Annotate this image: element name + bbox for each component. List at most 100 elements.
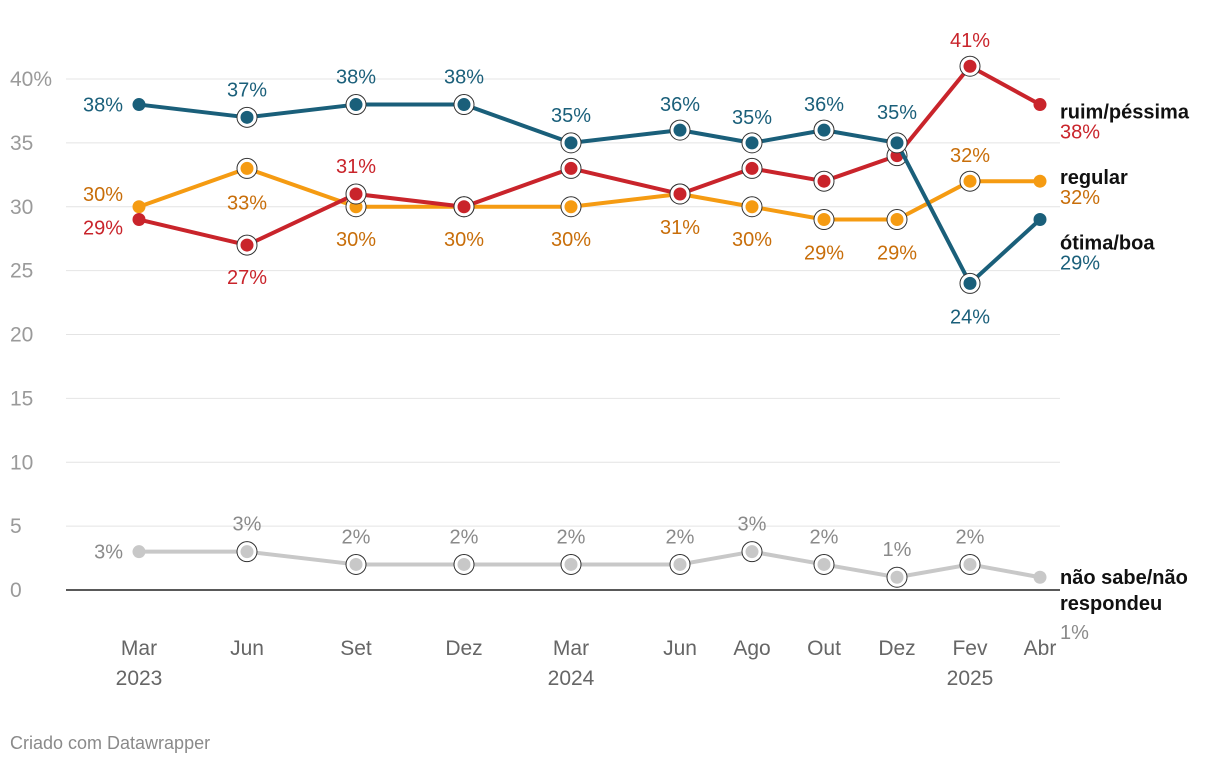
data-point-ruim-pessima xyxy=(457,200,471,214)
data-point-otima-boa xyxy=(240,110,254,124)
data-point-ruim-pessima xyxy=(564,161,578,175)
value-label-otima-boa: 24% xyxy=(950,306,990,328)
value-label-nao-sabe-nao-respondeu: 3% xyxy=(94,542,123,564)
data-point-nao-sabe-nao-respondeu xyxy=(457,557,471,571)
data-point-ruim-pessima xyxy=(240,238,254,252)
value-label-otima-boa: 38% xyxy=(83,95,123,117)
data-point-ruim-pessima xyxy=(349,187,363,201)
value-label-otima-boa: 29% xyxy=(1060,253,1100,275)
data-point-otima-boa xyxy=(132,98,146,112)
x-year-label: 2025 xyxy=(947,667,994,690)
x-tick-label: Jun xyxy=(663,637,697,660)
data-point-nao-sabe-nao-respondeu xyxy=(1033,570,1047,584)
series-name-ruim-pessima: ruim/péssima xyxy=(1060,102,1190,124)
value-label-nao-sabe-nao-respondeu: 3% xyxy=(738,514,767,536)
data-point-regular xyxy=(564,200,578,214)
data-point-regular xyxy=(817,213,831,227)
data-point-otima-boa xyxy=(963,276,977,290)
value-label-ruim-pessima: 29% xyxy=(83,218,123,240)
data-point-nao-sabe-nao-respondeu xyxy=(963,557,977,571)
data-point-ruim-pessima xyxy=(132,213,146,227)
data-point-ruim-pessima xyxy=(817,174,831,188)
value-label-regular: 30% xyxy=(732,229,772,251)
value-label-regular: 30% xyxy=(83,184,123,206)
value-label-nao-sabe-nao-respondeu: 1% xyxy=(883,539,912,561)
data-point-otima-boa xyxy=(817,123,831,137)
value-label-regular: 29% xyxy=(804,243,844,265)
value-label-ruim-pessima: 38% xyxy=(1060,122,1100,144)
y-tick-label: 35 xyxy=(10,132,33,155)
value-label-nao-sabe-nao-respondeu: 2% xyxy=(450,526,479,548)
data-point-otima-boa xyxy=(673,123,687,137)
value-label-nao-sabe-nao-respondeu: 2% xyxy=(557,526,586,548)
value-label-otima-boa: 35% xyxy=(877,102,917,124)
data-point-nao-sabe-nao-respondeu xyxy=(564,557,578,571)
value-label-regular: 32% xyxy=(950,145,990,167)
value-label-regular: 29% xyxy=(877,243,917,265)
value-label-nao-sabe-nao-respondeu: 2% xyxy=(956,526,985,548)
value-label-regular: 30% xyxy=(444,229,484,251)
footer-credit: Criado com Datawrapper xyxy=(10,733,211,753)
data-point-nao-sabe-nao-respondeu xyxy=(745,545,759,559)
value-label-ruim-pessima: 41% xyxy=(950,30,990,52)
data-point-nao-sabe-nao-respondeu xyxy=(890,570,904,584)
data-point-ruim-pessima xyxy=(673,187,687,201)
data-point-regular xyxy=(963,174,977,188)
data-point-regular xyxy=(1033,174,1047,188)
value-label-regular: 30% xyxy=(551,229,591,251)
series-name-nao-sabe-nao-respondeu: não sabe/não xyxy=(1060,567,1188,589)
x-tick-label: Out xyxy=(807,637,841,660)
y-tick-label: 25 xyxy=(10,260,33,283)
value-label-ruim-pessima: 27% xyxy=(227,267,267,289)
value-label-otima-boa: 37% xyxy=(227,79,267,101)
series-line-regular xyxy=(137,166,1042,222)
y-tick-label: 40% xyxy=(10,68,52,91)
y-tick-label: 20 xyxy=(10,324,33,347)
data-point-otima-boa xyxy=(457,98,471,112)
value-label-regular: 30% xyxy=(336,229,376,251)
data-point-nao-sabe-nao-respondeu xyxy=(673,557,687,571)
value-label-regular: 32% xyxy=(1060,187,1100,209)
y-tick-label: 5 xyxy=(10,515,22,538)
data-point-otima-boa xyxy=(1033,213,1047,227)
data-point-otima-boa xyxy=(745,136,759,150)
value-label-regular: 33% xyxy=(227,192,267,214)
value-label-otima-boa: 38% xyxy=(336,67,376,89)
data-point-ruim-pessima xyxy=(963,59,977,73)
data-point-ruim-pessima xyxy=(1033,98,1047,112)
value-label-nao-sabe-nao-respondeu: 3% xyxy=(233,514,262,536)
data-point-otima-boa xyxy=(349,98,363,112)
x-tick-label: Fev xyxy=(952,637,988,660)
x-year-label: 2024 xyxy=(548,667,595,690)
data-point-nao-sabe-nao-respondeu xyxy=(240,545,254,559)
value-label-otima-boa: 36% xyxy=(660,94,700,116)
value-label-otima-boa: 38% xyxy=(444,67,484,89)
series-name-nao-sabe-nao-respondeu: respondeu xyxy=(1060,593,1162,615)
x-tick-label: Ago xyxy=(733,637,770,660)
data-point-regular xyxy=(890,213,904,227)
x-tick-label: Dez xyxy=(445,637,482,660)
x-tick-label: Mar xyxy=(121,637,157,660)
data-point-nao-sabe-nao-respondeu xyxy=(817,557,831,571)
value-label-otima-boa: 35% xyxy=(732,107,772,129)
y-tick-label: 0 xyxy=(10,579,22,602)
x-tick-label: Mar xyxy=(553,637,589,660)
value-label-nao-sabe-nao-respondeu: 2% xyxy=(666,526,695,548)
x-tick-label: Dez xyxy=(878,637,915,660)
x-year-label: 2023 xyxy=(116,667,163,690)
series-name-otima-boa: ótima/boa xyxy=(1060,233,1155,255)
data-point-nao-sabe-nao-respondeu xyxy=(349,557,363,571)
x-tick-label: Abr xyxy=(1024,637,1057,660)
x-tick-label: Jun xyxy=(230,637,264,660)
data-point-nao-sabe-nao-respondeu xyxy=(132,545,146,559)
data-point-regular xyxy=(745,200,759,214)
value-label-otima-boa: 35% xyxy=(551,105,591,127)
value-label-ruim-pessima: 31% xyxy=(336,156,376,178)
value-label-otima-boa: 36% xyxy=(804,94,844,116)
data-point-regular xyxy=(132,200,146,214)
data-point-regular xyxy=(240,161,254,175)
series-name-regular: regular xyxy=(1060,167,1128,189)
data-point-otima-boa xyxy=(564,136,578,150)
y-tick-label: 15 xyxy=(10,387,33,410)
